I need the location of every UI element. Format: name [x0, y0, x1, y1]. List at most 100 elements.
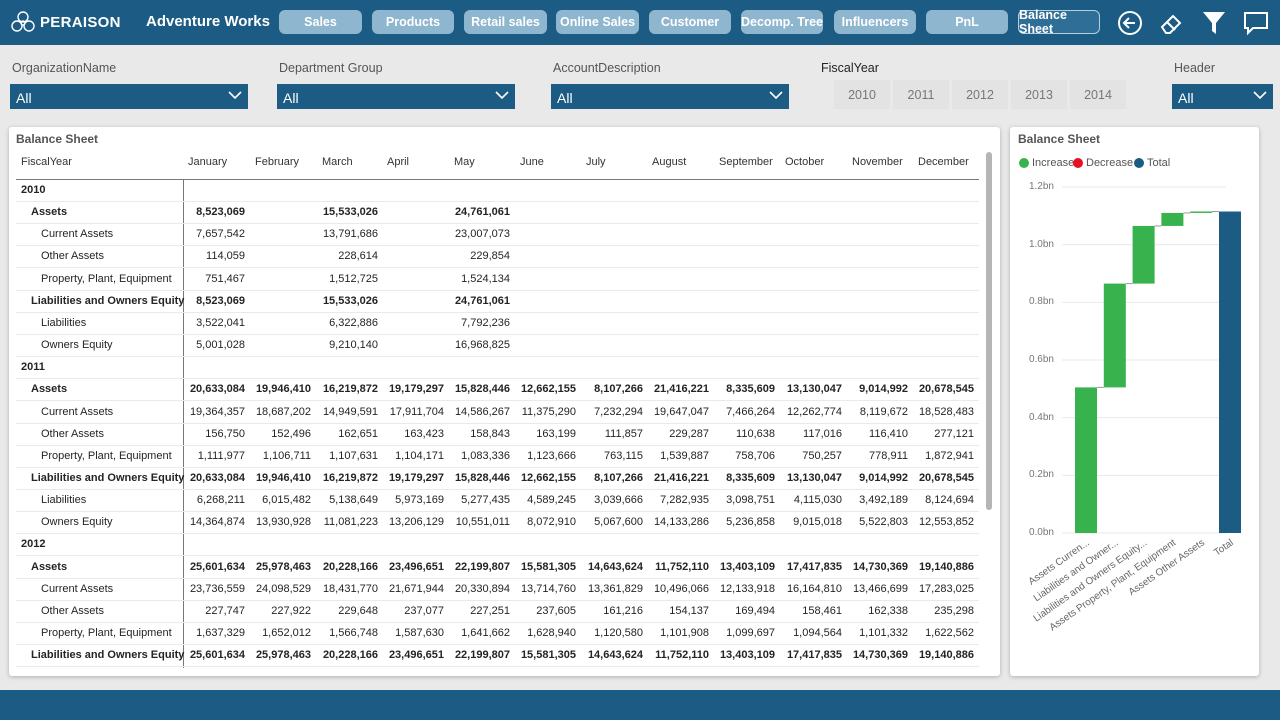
filter-icon[interactable]	[1200, 9, 1228, 37]
cell-value: 14,133,286	[653, 516, 709, 529]
nav-button-balance-sheet[interactable]: Balance Sheet	[1018, 8, 1100, 36]
table-row[interactable]: Current Assets 7,657,542 13,791,686 23,007,…	[16, 224, 979, 247]
table-row[interactable]: Liabilities 6,268,211 6,015,482 5,138,649 5,…	[16, 490, 979, 513]
cell-value: 23,496,651	[388, 560, 444, 573]
column-header-april[interactable]: April	[387, 156, 410, 168]
table-row[interactable]: Property, Plant, Equipment 1,637,329 1,652…	[16, 623, 979, 645]
organization-slicer[interactable]: All	[10, 84, 248, 109]
fiscal-year-2012[interactable]: 2012	[952, 80, 1008, 109]
cell-value: 4,589,245	[527, 494, 576, 507]
table-row[interactable]: Other Assets 227,747 227,922 229,648 237,077…	[16, 601, 979, 623]
back-arrow-icon[interactable]	[1116, 9, 1144, 37]
row-label: Other Assets	[41, 250, 104, 263]
comment-icon[interactable]	[1242, 9, 1270, 37]
cell-value: 8,523,069	[196, 294, 245, 307]
legend-increase[interactable]: Increase	[1019, 157, 1074, 169]
y-tick-label: 0.6bn	[1028, 354, 1054, 365]
column-header-march[interactable]: March	[322, 156, 353, 168]
year-row[interactable]: 2011	[16, 357, 979, 380]
cell-value: 20,633,084	[189, 383, 245, 396]
cell-value: 8,107,266	[594, 383, 643, 396]
cell-value: 12,133,918	[719, 582, 775, 595]
cell-value: 14,949,591	[322, 405, 378, 418]
nav-button-pnl[interactable]: PnL	[926, 10, 1008, 34]
column-header-february[interactable]: February	[255, 156, 300, 168]
table-row[interactable]: Property, Plant, Equipment 751,467 1,512,7…	[16, 269, 979, 291]
cell-value: 20,330,894	[454, 582, 510, 595]
column-header-july[interactable]: July	[586, 156, 606, 168]
column-header-may[interactable]: May	[454, 156, 475, 168]
table-row[interactable]: Other Assets 114,059 228,614 229,854	[16, 246, 979, 269]
cell-value: 24,761,061	[454, 294, 510, 307]
cell-value: 18,528,483	[918, 405, 974, 418]
column-header-december[interactable]: December	[918, 156, 969, 168]
cell-value: 1,637,329	[196, 627, 245, 639]
cell-value: 17,911,704	[389, 405, 444, 418]
column-header-august[interactable]: August	[652, 156, 687, 168]
table-row[interactable]: Other Assets 156,750 152,496 162,651 163,423…	[16, 424, 979, 446]
nav-button-retail-sales[interactable]: Retail sales	[464, 10, 547, 34]
cell-value: 21,416,221	[653, 383, 709, 396]
y-tick-label: 0.8bn	[1028, 296, 1054, 308]
cell-value: 227,747	[205, 604, 245, 617]
row-header[interactable]: FiscalYear	[21, 156, 72, 168]
group-row[interactable]: Liabilities and Owners Equity 8,523,069 15…	[16, 291, 979, 313]
cell-value: 1,101,908	[660, 627, 709, 639]
cell-value: 7,232,294	[594, 405, 643, 418]
cell-value: 12,553,852	[918, 516, 974, 529]
fiscal-year-2013[interactable]: 2013	[1011, 80, 1067, 109]
year-row[interactable]: 2012	[16, 534, 979, 557]
fiscal-year-2010[interactable]: 2010	[834, 80, 890, 109]
eraser-icon[interactable]	[1158, 9, 1186, 37]
table-row[interactable]: Liabilities 3,522,041 6,322,886 7,792,236	[16, 313, 979, 335]
fiscal-year-2011[interactable]: 2011	[893, 80, 949, 109]
cell-value: 6,322,886	[329, 316, 378, 329]
nav-button-online-sales[interactable]: Online Sales	[556, 10, 639, 34]
legend-dot	[1134, 158, 1144, 168]
slicer-value: All	[16, 90, 32, 106]
table-row[interactable]: Current Assets 23,736,559 24,098,529 18,431…	[16, 579, 979, 601]
nav-button-customer[interactable]: Customer	[649, 10, 731, 34]
cell-value: 1,104,171	[395, 449, 444, 462]
year-row[interactable]: 2010	[16, 180, 979, 202]
group-row[interactable]: Liabilities and Owners Equity 20,633,084 1…	[16, 468, 979, 490]
vertical-scrollbar[interactable]	[986, 152, 992, 510]
account-description-slicer[interactable]: All	[551, 84, 789, 109]
cell-value: 12,662,155	[520, 383, 576, 396]
column-header-january[interactable]: January	[188, 156, 228, 168]
group-row[interactable]: Assets 8,523,069 15,533,026 24,761,061	[16, 202, 979, 225]
column-header-october[interactable]: October	[785, 156, 825, 168]
cell-value: 1,628,940	[527, 627, 576, 639]
nav-button-influencers[interactable]: Influencers	[834, 10, 916, 34]
cell-value: 5,277,435	[461, 494, 510, 507]
group-row[interactable]: Assets 20,633,084 19,946,410 16,219,872 19,1…	[16, 379, 979, 402]
nav-button-products[interactable]: Products	[372, 10, 454, 34]
group-row[interactable]: Assets 25,601,634 25,978,463 20,228,166 23,4…	[16, 557, 979, 579]
cell-value: 5,138,649	[329, 494, 378, 507]
column-header-november[interactable]: November	[852, 156, 903, 168]
table-row[interactable]: Owners Equity 14,364,874 13,930,928 11,081,…	[16, 512, 979, 535]
group-row[interactable]: Liabilities and Owners Equity 25,601,634 2…	[16, 645, 979, 668]
cell-value: 23,496,651	[388, 649, 444, 662]
row-header-divider	[183, 180, 184, 668]
column-header-june[interactable]: June	[520, 156, 544, 168]
header-slicer[interactable]: All	[1172, 84, 1273, 109]
table-row[interactable]: Owners Equity 5,001,028 9,210,140 16,968,82…	[16, 335, 979, 358]
table-row[interactable]: Current Assets 19,364,357 18,687,202 14,949…	[16, 402, 979, 424]
nav-button-decomp-tree[interactable]: Decomp. Tree	[741, 10, 823, 34]
department-slicer[interactable]: All	[277, 84, 515, 109]
fiscal-year-2014[interactable]: 2014	[1070, 80, 1126, 109]
column-header-september[interactable]: September	[719, 156, 773, 168]
cell-value: 3,492,189	[859, 494, 908, 507]
row-label: Current Assets	[41, 582, 114, 595]
cell-value: 1,101,332	[859, 627, 908, 639]
cell-value: 16,164,810	[786, 582, 842, 595]
legend-decrease[interactable]: Decrease	[1073, 157, 1133, 169]
table-row[interactable]: Property, Plant, Equipment 1,111,977 1,106…	[16, 446, 979, 468]
cell-value: 22,199,807	[454, 560, 510, 573]
nav-button-sales[interactable]: Sales	[279, 10, 362, 34]
cell-value: 7,466,264	[726, 405, 775, 418]
cell-value: 24,098,529	[255, 582, 311, 595]
cell-value: 6,268,211	[196, 494, 245, 507]
legend-total[interactable]: Total	[1134, 157, 1170, 169]
